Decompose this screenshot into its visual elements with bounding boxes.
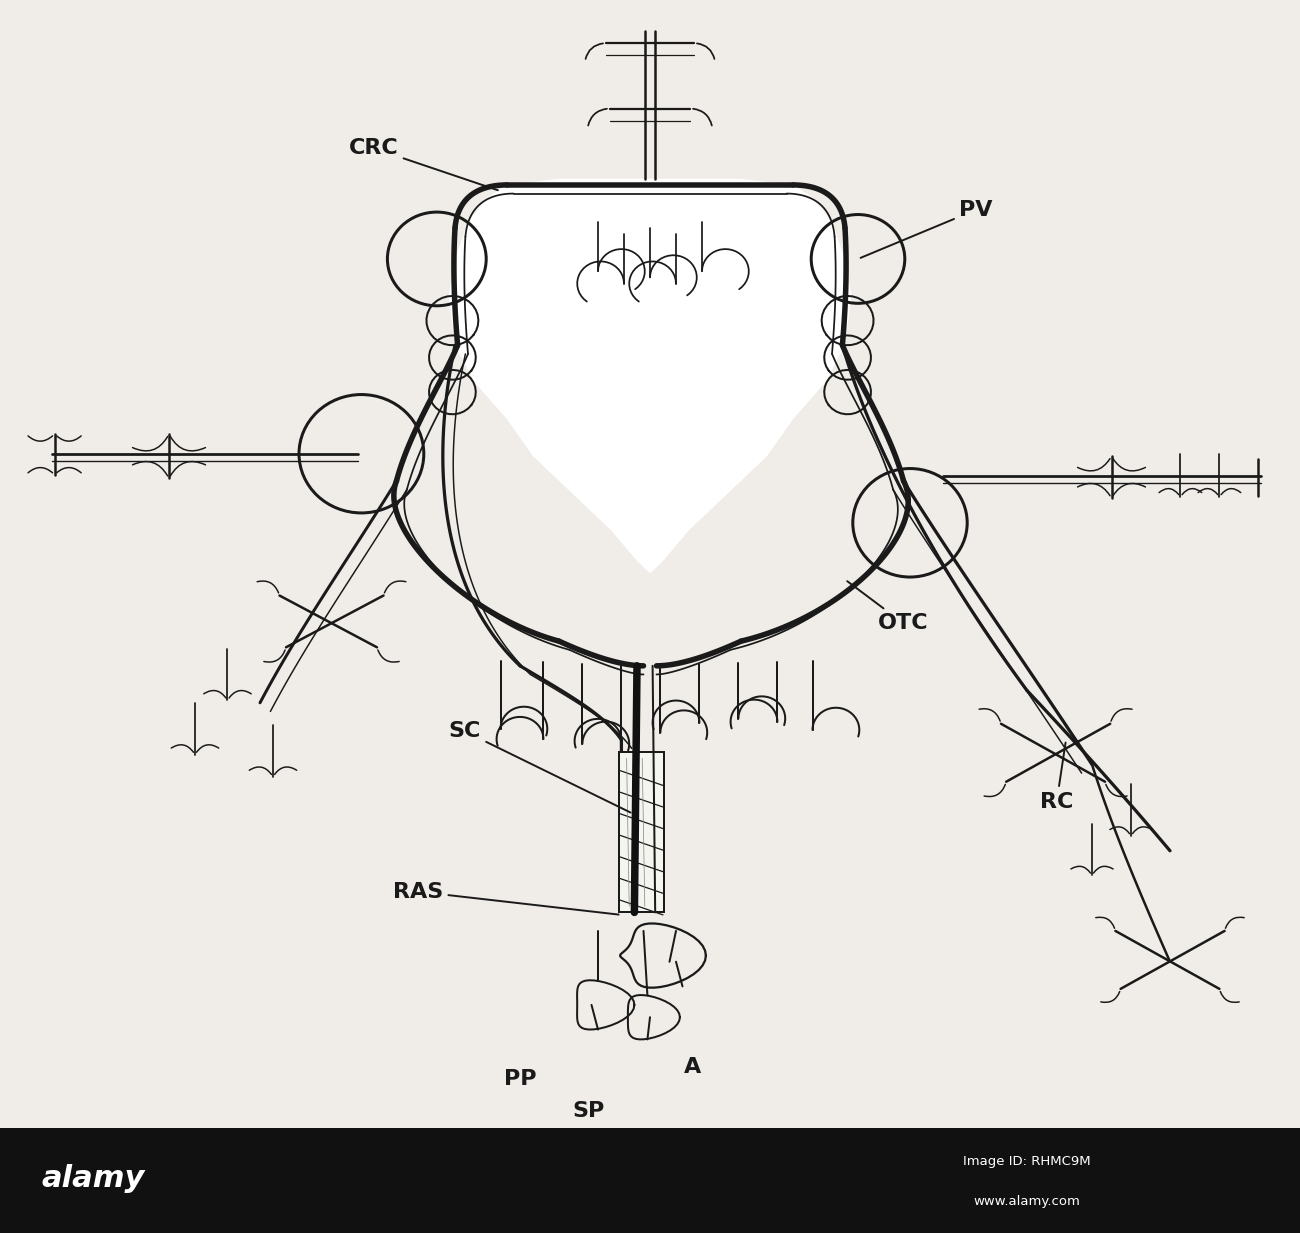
Text: PV: PV (861, 200, 993, 258)
Text: OTC: OTC (848, 581, 928, 633)
Text: SC: SC (448, 721, 630, 813)
Text: www.alamy.com: www.alamy.com (974, 1195, 1080, 1208)
Text: alamy: alamy (42, 1164, 146, 1194)
Text: A: A (684, 1057, 702, 1076)
Polygon shape (448, 179, 852, 573)
Text: SP: SP (573, 1101, 604, 1121)
Text: RC: RC (1040, 742, 1074, 811)
Text: PP: PP (504, 1069, 536, 1089)
Text: RAS: RAS (393, 882, 619, 915)
Text: TC: TC (1113, 1128, 1144, 1148)
Bar (0, 1128, 1300, 1233)
Text: CRC: CRC (348, 138, 498, 190)
Text: Image ID: RHMC9M: Image ID: RHMC9M (963, 1155, 1091, 1168)
FancyBboxPatch shape (619, 752, 664, 912)
